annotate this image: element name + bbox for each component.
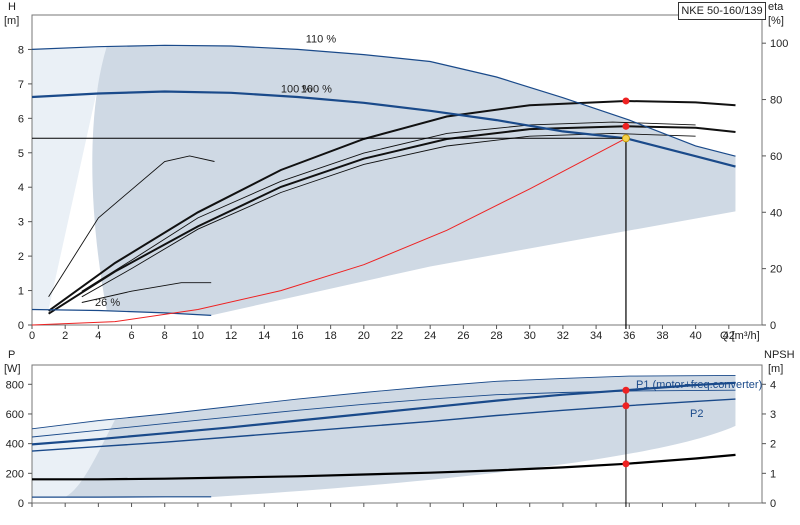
- x-tick-label: 4: [95, 330, 101, 342]
- x-tick-label: 2: [62, 330, 68, 342]
- power-y-tick-label: 600: [6, 409, 24, 421]
- legend-p2: P2: [690, 408, 703, 420]
- y-axis-label: H: [8, 1, 16, 13]
- x-tick-label: 14: [258, 330, 270, 342]
- x-tick-label: 34: [590, 330, 602, 342]
- power-point: [622, 460, 629, 467]
- x-tick-label: 38: [656, 330, 668, 342]
- y-tick-label: 0: [18, 320, 24, 332]
- x-tick-label: 6: [128, 330, 134, 342]
- y-tick-label: 6: [18, 113, 24, 125]
- y2-tick-label: 40: [770, 207, 782, 219]
- x-tick-label: 0: [29, 330, 35, 342]
- power-point: [622, 402, 629, 409]
- y-tick-label: 5: [18, 148, 24, 160]
- head-area: [92, 45, 735, 315]
- model-label: NKE 50-160/139: [678, 2, 766, 20]
- y-tick-label: 1: [18, 286, 24, 298]
- y2-tick-label: 80: [770, 95, 782, 107]
- x-tick-label: 26: [457, 330, 469, 342]
- x-tick-label: 22: [391, 330, 403, 342]
- x-tick-label: 40: [690, 330, 702, 342]
- curve-label-26: 26 %: [95, 297, 120, 309]
- curve-label-110: 110 %: [306, 34, 337, 46]
- npsh-tick-label: 1: [770, 468, 776, 480]
- power-axis-label: P: [8, 349, 15, 361]
- duty-point: [622, 135, 629, 142]
- power-y-tick-label: 0: [18, 498, 24, 510]
- x-tick-label: 32: [557, 330, 569, 342]
- y2-axis-label: eta: [768, 1, 784, 13]
- eta-point: [622, 97, 629, 104]
- npsh-tick-label: 2: [770, 439, 776, 451]
- x-tick-label: 12: [225, 330, 237, 342]
- power-axis-unit: [W]: [4, 363, 21, 375]
- y2-axis-unit: [%]: [768, 15, 784, 27]
- npsh-tick-label: 4: [770, 379, 776, 391]
- power-y-tick-label: 800: [6, 379, 24, 391]
- y-tick-label: 4: [18, 182, 24, 194]
- x-tick-label: 30: [524, 330, 536, 342]
- x-tick-label: 10: [192, 330, 204, 342]
- x-axis-label: Q [m³/h]: [720, 330, 760, 342]
- eta-point: [622, 123, 629, 130]
- x-tick-label: 16: [291, 330, 303, 342]
- x-tick-label: 20: [358, 330, 370, 342]
- x-tick-label: 36: [623, 330, 635, 342]
- power-point: [622, 387, 629, 394]
- legend-p1: P1 (motor+freq.converter): [636, 379, 762, 391]
- x-tick-label: 18: [325, 330, 337, 342]
- npsh-tick-label: 0: [770, 498, 776, 510]
- x-tick-label: 8: [162, 330, 168, 342]
- power-y-tick-label: 200: [6, 468, 24, 480]
- y-tick-label: 3: [18, 217, 24, 229]
- y-tick-label: 2: [18, 251, 24, 263]
- npsh-axis-label: NPSH: [764, 349, 795, 361]
- y2-tick-label: 20: [770, 264, 782, 276]
- power-y-tick-label: 400: [6, 439, 24, 451]
- npsh-axis-unit: [m]: [768, 363, 783, 375]
- y-tick-label: 8: [18, 44, 24, 56]
- npsh-tick-label: 3: [770, 409, 776, 421]
- y2-tick-label: 0: [770, 320, 776, 332]
- y2-tick-label: 60: [770, 151, 782, 163]
- curve-label-100b: 100 %: [301, 84, 332, 96]
- x-tick-label: 24: [424, 330, 436, 342]
- x-tick-label: 28: [490, 330, 502, 342]
- y-tick-label: 7: [18, 79, 24, 91]
- y2-tick-label: 100: [770, 38, 788, 50]
- y-axis-unit: [m]: [4, 15, 19, 27]
